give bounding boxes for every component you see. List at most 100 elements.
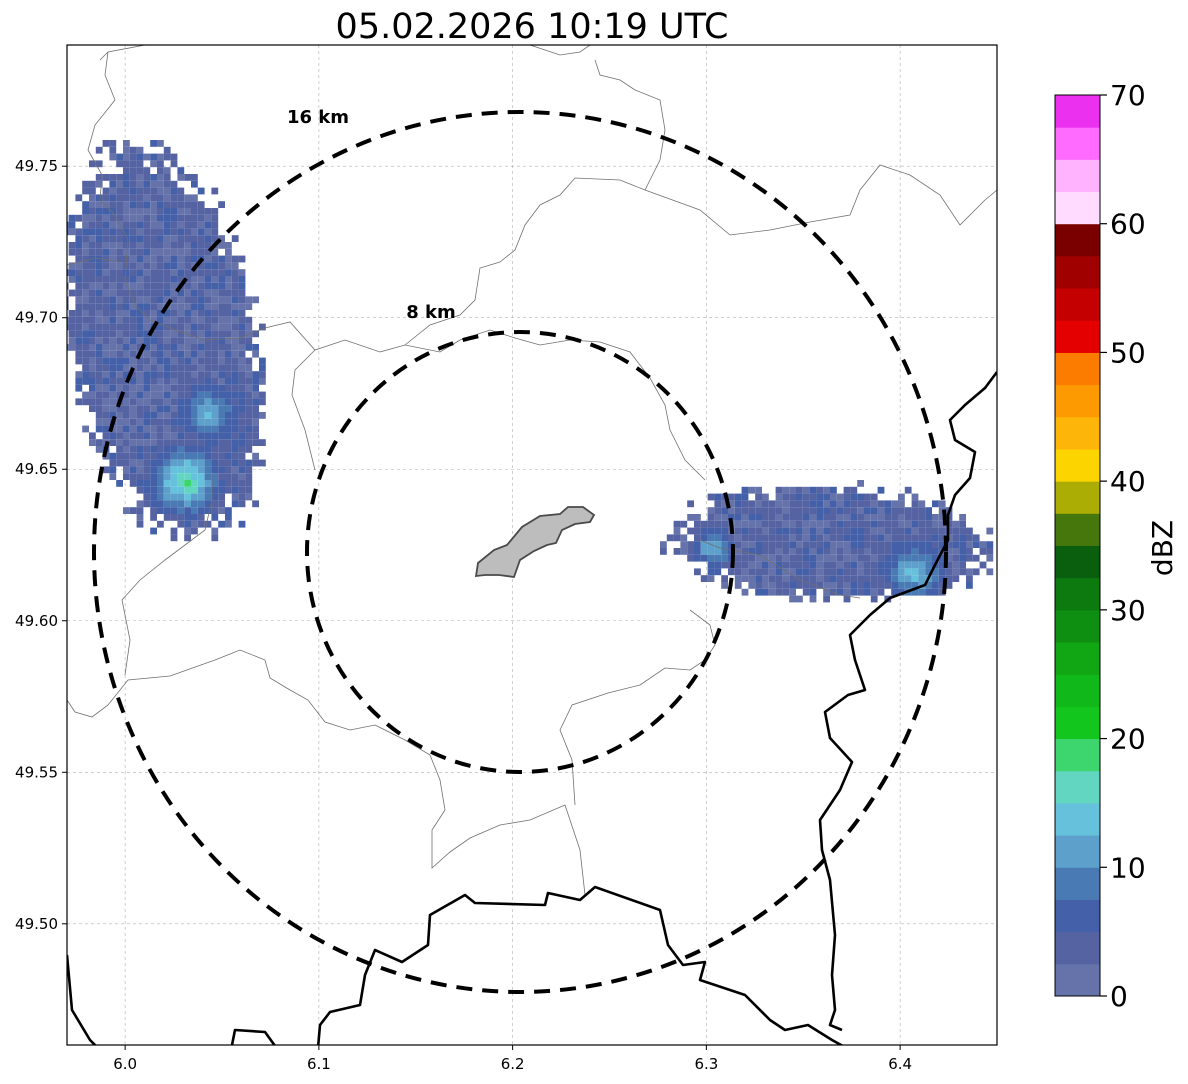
echo-cell-north-west [116, 337, 123, 344]
echo-cell-east [938, 561, 946, 569]
echo-cell-north-west [136, 269, 144, 276]
echo-cell-east [891, 534, 898, 542]
echo-cell-north-west [163, 201, 171, 208]
echo-cell-north-west [252, 452, 259, 460]
echo-cell-north-west [225, 344, 232, 351]
echo-cell-north-west [75, 228, 83, 236]
echo-cell-north-west [116, 384, 123, 392]
echo-cell-east [728, 493, 735, 501]
echo-cell-north-west [211, 310, 219, 317]
echo-cell-east [700, 548, 708, 555]
echo-cell-north-west [89, 208, 96, 215]
echo-cell-north-west [75, 296, 83, 304]
echo-cell-north-west [177, 221, 185, 229]
echo-cell-east [843, 507, 851, 514]
echo-cell-east [796, 493, 803, 501]
echo-cell-east [823, 486, 830, 494]
echo-cell-north-west [184, 412, 191, 419]
echo-cell-east [830, 534, 837, 542]
echo-cell-north-west [157, 153, 164, 161]
echo-cell-north-west [177, 439, 185, 446]
echo-cell-north-west [55, 242, 62, 249]
echo-cell-north-west [218, 269, 225, 276]
echo-cell-north-west [68, 330, 76, 338]
echo-cell-east [870, 575, 878, 582]
echo-cell-north-west [82, 214, 89, 222]
echo-cell-north-west [109, 255, 117, 263]
echo-cell-north-west [129, 439, 137, 446]
echo-cell-north-west [95, 412, 103, 419]
echo-cell-east [877, 575, 885, 582]
echo-cell-north-west [82, 248, 89, 256]
echo-cell-north-west [109, 439, 117, 446]
echo-cell-east [891, 527, 898, 535]
echo-cell-east [864, 520, 871, 528]
echo-cell-north-west [143, 235, 151, 242]
echo-cell-north-west [123, 357, 130, 365]
echo-cell-north-west [157, 242, 164, 249]
echo-cell-east [857, 493, 864, 501]
echo-cell-north-west [197, 459, 205, 467]
echo-cell-north-west [95, 398, 103, 406]
echo-cell-north-west [157, 459, 164, 467]
echo-cell-north-west [218, 486, 225, 494]
echo-cell-east [830, 582, 837, 589]
echo-cell-north-west [177, 364, 185, 372]
echo-cell-north-west [231, 473, 239, 480]
echo-cell-north-west [218, 500, 225, 508]
echo-cell-north-west [82, 303, 89, 310]
echo-cell-north-west [163, 398, 171, 406]
echo-cell-east [877, 541, 885, 548]
echo-cell-north-west [82, 371, 89, 378]
echo-cell-north-west [197, 221, 205, 229]
echo-cell-east [925, 568, 932, 576]
colorbar-segment [1055, 159, 1100, 193]
echo-cell-east [741, 493, 749, 501]
echo-cell-north-west [218, 323, 225, 331]
echo-cell-north-west [225, 296, 232, 304]
echo-cell-north-west [95, 160, 103, 168]
echo-cell-north-west [157, 520, 164, 528]
echo-cell-north-west [197, 364, 205, 372]
echo-cell-north-west [75, 303, 83, 310]
echo-cell-east [796, 486, 803, 494]
echo-cell-north-west [136, 439, 144, 446]
echo-cell-east [687, 527, 694, 535]
echo-cell-east [911, 588, 919, 596]
echo-cell-north-west [238, 371, 246, 378]
echo-cell-east [775, 500, 783, 508]
echo-cell-east [864, 493, 871, 501]
echo-cell-north-west [143, 480, 151, 487]
echo-cell-north-west [211, 378, 219, 385]
echo-cell-north-west [150, 262, 157, 270]
echo-cell-north-west [211, 364, 219, 372]
echo-cell-north-west [225, 520, 232, 528]
echo-cell-east [762, 588, 769, 596]
echo-cell-north-west [177, 323, 185, 331]
echo-cell-north-west [204, 473, 212, 480]
echo-cell-east [768, 548, 776, 555]
echo-cell-north-west [231, 500, 239, 508]
echo-cell-north-west [204, 323, 212, 331]
echo-cell-east [768, 520, 776, 528]
echo-cell-east [809, 520, 817, 528]
echo-cell-east [877, 500, 885, 508]
echo-cell-east [768, 561, 776, 569]
echo-cell-north-west [123, 398, 130, 406]
echo-cell-east [864, 561, 871, 569]
echo-cell-north-west [184, 432, 191, 440]
echo-cell-north-west [136, 174, 144, 181]
echo-cell-east [802, 500, 810, 508]
echo-cell-north-west [157, 160, 164, 168]
echo-cell-north-west [116, 276, 123, 283]
echo-cell-north-west [116, 228, 123, 236]
echo-cell-north-west [204, 316, 212, 324]
echo-cell-north-west [170, 405, 178, 412]
echo-cell-north-west [157, 221, 164, 229]
echo-cell-north-west [163, 228, 171, 236]
echo-cell-north-west [95, 405, 103, 412]
echo-cell-north-west [150, 276, 157, 283]
echo-cell-north-west [191, 493, 198, 501]
echo-cell-north-west [197, 357, 205, 365]
echo-cell-north-west [136, 337, 144, 344]
